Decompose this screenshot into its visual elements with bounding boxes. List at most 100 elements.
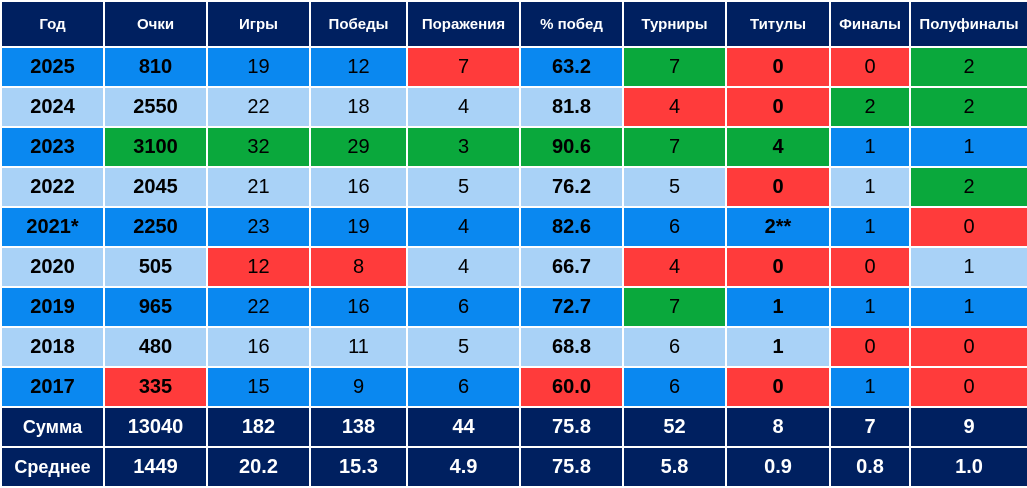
col-header-losses: Поражения: [406, 0, 521, 48]
cell-losses: 4: [406, 86, 521, 128]
table-row: 2018 480 16 11 5 68.8 6 1 0 0: [0, 326, 1027, 368]
cell-titles: 0: [725, 246, 831, 288]
table-row: 2019 965 22 16 6 72.7 7 1 1 1: [0, 286, 1027, 328]
avg-losses: 4.9: [406, 446, 521, 488]
avg-semifinals: 1.0: [909, 446, 1027, 488]
cell-win-percent: 68.8: [519, 326, 624, 368]
cell-finals: 0: [829, 326, 911, 368]
cell-points: 335: [103, 366, 208, 408]
cell-tournaments: 4: [622, 86, 727, 128]
cell-semifinals: 0: [909, 366, 1027, 408]
cell-tournaments: 6: [622, 366, 727, 408]
cell-win-percent: 60.0: [519, 366, 624, 408]
cell-year: 2021*: [0, 206, 105, 248]
cell-points: 810: [103, 46, 208, 88]
col-header-finals: Финалы: [829, 0, 911, 48]
cell-year: 2019: [0, 286, 105, 328]
cell-win-percent: 81.8: [519, 86, 624, 128]
avg-wins: 15.3: [309, 446, 408, 488]
cell-semifinals: 1: [909, 126, 1027, 168]
cell-points: 3100: [103, 126, 208, 168]
cell-year: 2025: [0, 46, 105, 88]
cell-wins: 16: [309, 166, 408, 208]
cell-year: 2018: [0, 326, 105, 368]
col-header-tournaments: Турниры: [622, 0, 727, 48]
cell-titles: 0: [725, 366, 831, 408]
sum-semifinals: 9: [909, 406, 1027, 448]
cell-points: 505: [103, 246, 208, 288]
cell-titles: 0: [725, 46, 831, 88]
cell-losses: 7: [406, 46, 521, 88]
cell-wins: 18: [309, 86, 408, 128]
avg-win-percent: 75.8: [519, 446, 624, 488]
cell-finals: 1: [829, 166, 911, 208]
cell-games: 19: [206, 46, 311, 88]
cell-tournaments: 7: [622, 46, 727, 88]
sum-tournaments: 52: [622, 406, 727, 448]
col-header-titles: Титулы: [725, 0, 831, 48]
cell-wins: 19: [309, 206, 408, 248]
cell-titles: 2**: [725, 206, 831, 248]
sum-games: 182: [206, 406, 311, 448]
col-header-points: Очки: [103, 0, 208, 48]
cell-wins: 29: [309, 126, 408, 168]
avg-label: Среднее: [0, 446, 105, 488]
cell-losses: 3: [406, 126, 521, 168]
cell-games: 22: [206, 286, 311, 328]
cell-win-percent: 82.6: [519, 206, 624, 248]
cell-points: 480: [103, 326, 208, 368]
cell-games: 12: [206, 246, 311, 288]
col-header-games: Игры: [206, 0, 311, 48]
cell-year: 2017: [0, 366, 105, 408]
cell-year: 2023: [0, 126, 105, 168]
cell-finals: 2: [829, 86, 911, 128]
table-row: 2024 2550 22 18 4 81.8 4 0 2 2: [0, 86, 1027, 128]
cell-tournaments: 5: [622, 166, 727, 208]
cell-games: 22: [206, 86, 311, 128]
cell-wins: 8: [309, 246, 408, 288]
cell-games: 15: [206, 366, 311, 408]
cell-titles: 0: [725, 166, 831, 208]
avg-games: 20.2: [206, 446, 311, 488]
cell-wins: 9: [309, 366, 408, 408]
table-footer: Сумма 13040 182 138 44 75.8 52 8 7 9 Сре…: [0, 406, 1027, 488]
cell-titles: 0: [725, 86, 831, 128]
cell-tournaments: 7: [622, 286, 727, 328]
cell-year: 2022: [0, 166, 105, 208]
cell-titles: 1: [725, 326, 831, 368]
sum-label: Сумма: [0, 406, 105, 448]
cell-points: 2045: [103, 166, 208, 208]
totals-row-average: Среднее 1449 20.2 15.3 4.9 75.8 5.8 0.9 …: [0, 446, 1027, 488]
cell-finals: 0: [829, 46, 911, 88]
table-row: 2020 505 12 8 4 66.7 4 0 0 1: [0, 246, 1027, 288]
cell-tournaments: 6: [622, 326, 727, 368]
sum-wins: 138: [309, 406, 408, 448]
cell-tournaments: 4: [622, 246, 727, 288]
cell-finals: 1: [829, 126, 911, 168]
cell-losses: 6: [406, 286, 521, 328]
cell-semifinals: 1: [909, 246, 1027, 288]
cell-semifinals: 2: [909, 46, 1027, 88]
cell-losses: 4: [406, 206, 521, 248]
cell-losses: 5: [406, 166, 521, 208]
sum-points: 13040: [103, 406, 208, 448]
cell-semifinals: 0: [909, 206, 1027, 248]
sum-win-percent: 75.8: [519, 406, 624, 448]
cell-win-percent: 66.7: [519, 246, 624, 288]
cell-games: 32: [206, 126, 311, 168]
cell-games: 16: [206, 326, 311, 368]
table-row: 2017 335 15 9 6 60.0 6 0 1 0: [0, 366, 1027, 408]
table-row: 2022 2045 21 16 5 76.2 5 0 1 2: [0, 166, 1027, 208]
cell-semifinals: 0: [909, 326, 1027, 368]
cell-titles: 4: [725, 126, 831, 168]
cell-titles: 1: [725, 286, 831, 328]
table-row: 2023 3100 32 29 3 90.6 7 4 1 1: [0, 126, 1027, 168]
cell-finals: 1: [829, 366, 911, 408]
cell-tournaments: 6: [622, 206, 727, 248]
sum-finals: 7: [829, 406, 911, 448]
table-header: Год Очки Игры Победы Поражения % побед Т…: [0, 0, 1027, 48]
col-header-win-percent: % побед: [519, 0, 624, 48]
cell-losses: 6: [406, 366, 521, 408]
cell-wins: 12: [309, 46, 408, 88]
